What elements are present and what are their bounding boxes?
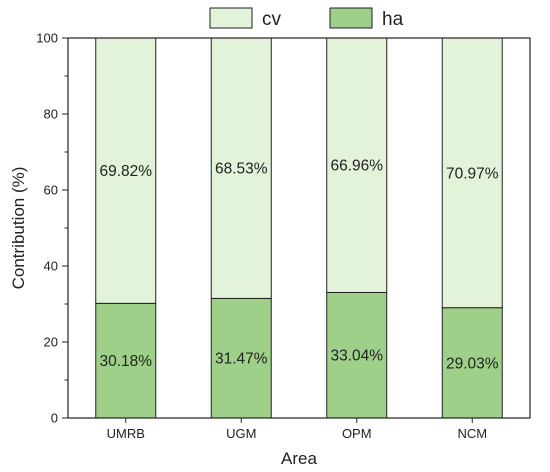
y-tick-label-60: 60 xyxy=(44,183,58,198)
legend-label-cv: cv xyxy=(262,9,282,30)
x-axis: UMRB UGM OPM NCM xyxy=(107,418,487,441)
bar-ha-opm xyxy=(326,291,388,419)
y-tick-label-20: 20 xyxy=(44,335,58,350)
data-label-cv-umrb: 69.82% xyxy=(99,163,152,180)
y-axis-title: Contribution (%) xyxy=(9,167,28,290)
x-tick-label-ugm: UGM xyxy=(226,426,256,441)
bar-cv-opm xyxy=(326,37,388,293)
legend-label-ha: ha xyxy=(382,9,404,30)
data-label-cv-opm: 66.96% xyxy=(330,158,383,175)
x-axis-title: Area xyxy=(281,449,317,468)
bar-labels: 30.18% 69.82% 31.47% 68.53% 33.04% 66.96% 29.0… xyxy=(99,158,498,373)
y-tick-label-80: 80 xyxy=(44,107,58,122)
data-label-cv-ncm: 70.97% xyxy=(446,165,499,182)
plot-frame xyxy=(67,37,531,419)
bar-cv-ncm xyxy=(441,37,503,309)
y-tick-label-100: 100 xyxy=(36,31,58,46)
data-label-ha-opm: 33.04% xyxy=(330,348,383,365)
data-label-ha-ugm: 31.47% xyxy=(215,351,268,368)
data-label-cv-ugm: 68.53% xyxy=(215,161,268,178)
bars xyxy=(95,37,503,419)
legend-swatch-cv xyxy=(209,7,253,29)
bar-ha-umrb xyxy=(95,302,157,419)
y-axis: 0 20 40 60 80 100 xyxy=(36,31,68,426)
bar-cv-ugm xyxy=(210,37,272,299)
legend-swatch-ha xyxy=(329,7,373,29)
y-tick-label-0: 0 xyxy=(51,411,58,426)
y-tick-label-40: 40 xyxy=(44,259,58,274)
legend: cv ha xyxy=(209,7,404,30)
data-label-ha-ncm: 29.03% xyxy=(446,355,499,372)
x-tick-label-umrb: UMRB xyxy=(107,426,145,441)
bar-cv-umrb xyxy=(95,37,157,304)
data-label-ha-umrb: 30.18% xyxy=(99,353,152,370)
x-tick-label-ncm: NCM xyxy=(457,426,487,441)
x-tick-label-opm: OPM xyxy=(342,426,372,441)
